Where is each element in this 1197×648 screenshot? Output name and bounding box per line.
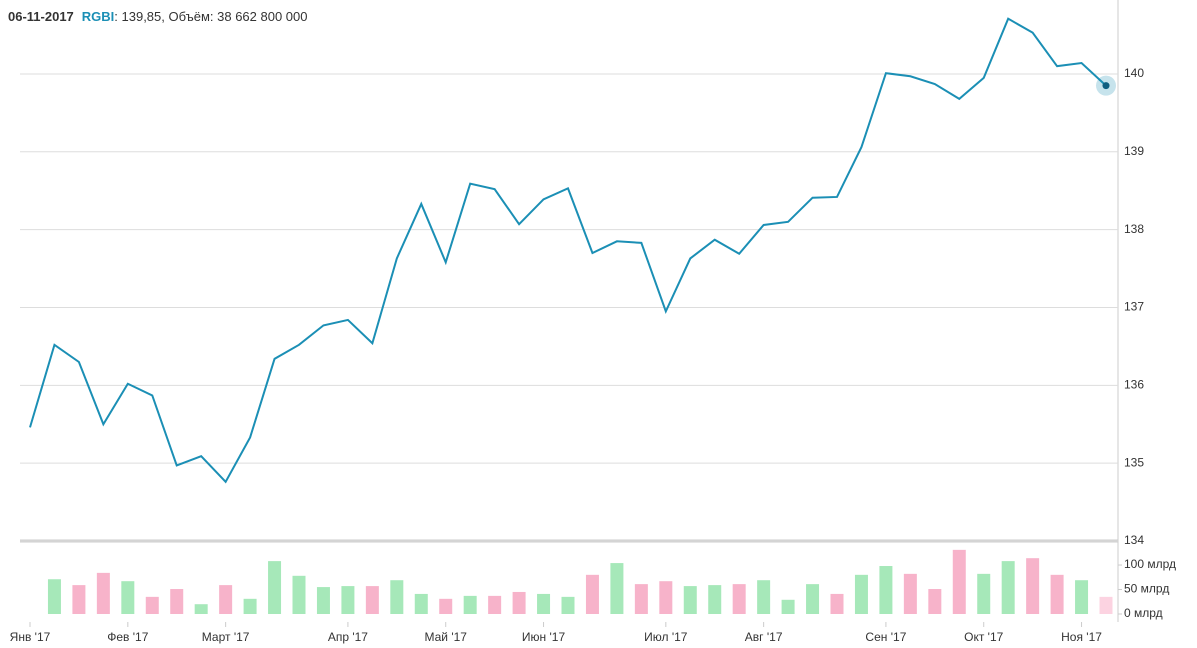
volume-bar: [903, 573, 917, 614]
y-tick-label: 134: [1124, 533, 1144, 547]
volume-bar: [537, 593, 551, 614]
volume-bar: [121, 581, 135, 614]
volume-bar: [243, 598, 257, 614]
y-tick-label: 136: [1124, 377, 1144, 391]
volume-bar: [585, 574, 599, 614]
y-tick-label: 139: [1124, 144, 1144, 158]
volume-bar: [512, 591, 526, 614]
volume-bar: [488, 595, 502, 614]
x-tick-label: Июл '17: [644, 630, 688, 644]
volume-bar: [170, 589, 184, 614]
x-tick-label: Апр '17: [328, 630, 368, 644]
header-text: : 139,85, Объём: 38 662 800 000: [114, 9, 307, 24]
volume-bar: [365, 586, 379, 614]
volume-bar: [659, 581, 673, 614]
volume-bar: [977, 573, 991, 614]
y-tick-label: 137: [1124, 300, 1144, 314]
volume-bar: [830, 593, 844, 614]
volume-bar: [854, 574, 868, 614]
volume-bar: [806, 584, 820, 614]
x-tick-label: Март '17: [202, 630, 250, 644]
volume-bar: [732, 584, 746, 614]
y-tick-label: 50 млрд: [1124, 582, 1169, 596]
x-tick-label: Фев '17: [107, 630, 148, 644]
volume-bar: [708, 585, 722, 614]
volume-bar: [414, 593, 428, 614]
volume-bar: [47, 579, 61, 614]
volume-bar: [145, 596, 159, 614]
volume-bar: [928, 589, 942, 614]
volume-bar: [757, 580, 771, 614]
volume-bar: [268, 561, 282, 614]
header: 06-11-2017 RGBI: 139,85, Объём: 38 662 80…: [8, 9, 308, 24]
volume-bar: [390, 580, 404, 614]
volume-bar: [1075, 580, 1089, 614]
y-tick-label: 100 млрд: [1124, 557, 1176, 571]
volume-bar: [292, 575, 306, 614]
volume-bar: [72, 585, 86, 614]
y-tick-label: 140: [1124, 66, 1144, 80]
volume-bar: [879, 566, 893, 614]
volume-bar: [341, 586, 355, 614]
header-ticker: RGBI: [82, 9, 115, 24]
volume-bar: [683, 586, 697, 614]
volume-bar: [316, 587, 330, 614]
volume-bar: [610, 563, 624, 614]
volume-bar: [1050, 574, 1064, 614]
volume-bar: [439, 598, 453, 614]
volume-bar: [194, 604, 208, 614]
volume-bar: [96, 572, 110, 614]
x-tick-label: Окт '17: [964, 630, 1004, 644]
last-point: [1102, 82, 1110, 90]
y-tick-label: 0 млрд: [1124, 606, 1163, 620]
price-line: [29, 17, 1107, 484]
volume-bar: [463, 595, 477, 614]
y-tick-label: 138: [1124, 222, 1144, 236]
volume-bar: [561, 596, 575, 614]
volume-bar: [1001, 561, 1015, 614]
volume-bar: [634, 584, 648, 614]
x-tick-label: Июн '17: [522, 630, 566, 644]
x-tick-label: Янв '17: [10, 630, 51, 644]
x-tick-label: Ноя '17: [1061, 630, 1102, 644]
volume-bar: [952, 549, 966, 614]
volume-bar: [1026, 558, 1040, 614]
volume-bar: [1099, 596, 1113, 614]
header-date: 06-11-2017: [8, 9, 74, 24]
x-tick-label: Май '17: [424, 630, 467, 644]
y-tick-label: 135: [1124, 455, 1144, 469]
x-tick-label: Сен '17: [865, 630, 906, 644]
x-tick-label: Авг '17: [745, 630, 783, 644]
volume-bar: [219, 585, 233, 614]
volume-bar: [781, 599, 795, 614]
